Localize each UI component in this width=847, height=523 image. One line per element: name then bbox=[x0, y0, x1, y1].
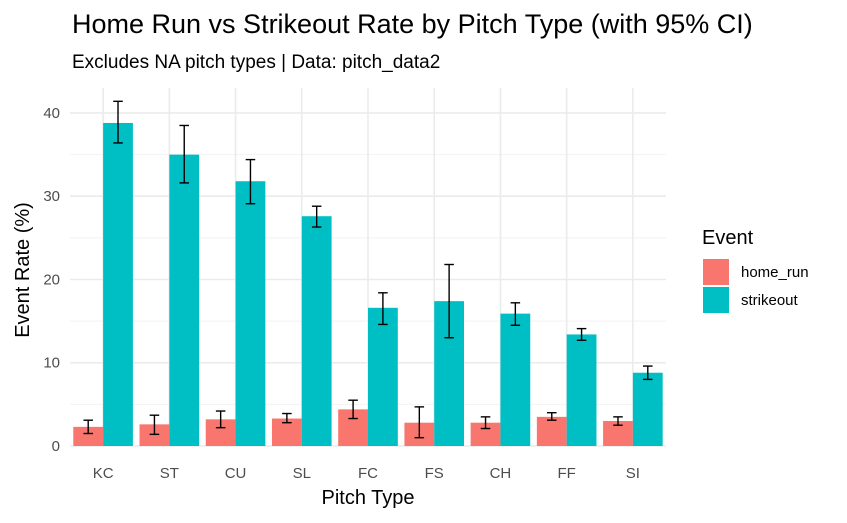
legend: Event home_run strikeout bbox=[702, 227, 809, 313]
bar-strikeout-SI bbox=[632, 372, 663, 446]
bar-home_run-FF bbox=[536, 416, 567, 446]
error-bar-strikeout-FF bbox=[576, 327, 587, 341]
legend-label-strikeout: strikeout bbox=[741, 292, 799, 309]
x-tick-label: FF bbox=[558, 465, 576, 482]
error-bar-home_run-SI bbox=[613, 416, 623, 426]
x-tick-label: FS bbox=[425, 465, 444, 482]
y-tick-label: 30 bbox=[43, 188, 60, 205]
error-bar-strikeout-SL bbox=[311, 205, 322, 228]
y-tick-label: 10 bbox=[43, 355, 60, 372]
error-bar-strikeout-CU bbox=[245, 158, 256, 205]
legend-key-strikeout bbox=[703, 287, 729, 313]
error-bar-strikeout-FS bbox=[444, 263, 454, 339]
x-tick-label: ST bbox=[160, 465, 179, 482]
x-tick-label: KC bbox=[93, 465, 114, 482]
bar-strikeout-FF bbox=[566, 334, 597, 446]
bar-strikeout-SL bbox=[301, 216, 332, 446]
bar-strikeout-FC bbox=[368, 307, 398, 446]
error-bar-home_run-FF bbox=[546, 411, 557, 421]
x-tick-label: SL bbox=[293, 465, 311, 482]
y-tick-label: 0 bbox=[52, 438, 60, 455]
legend-label-home_run: home_run bbox=[741, 264, 809, 281]
error-bar-home_run-KC bbox=[83, 419, 93, 435]
x-tick-label: FC bbox=[358, 465, 378, 482]
error-bar-strikeout-FC bbox=[378, 292, 388, 326]
error-bar-strikeout-KC bbox=[113, 100, 123, 144]
y-axis-title: Event Rate (%) bbox=[12, 202, 34, 338]
y-axis-ticks: 0 10 20 30 40 bbox=[43, 105, 60, 455]
bar-strikeout-CU bbox=[235, 181, 266, 446]
bar-strikeout-KC bbox=[103, 122, 133, 447]
bar-home_run-KC bbox=[73, 426, 104, 446]
x-tick-label: CH bbox=[490, 465, 512, 482]
bar-strikeout-CH bbox=[500, 313, 531, 446]
error-bar-home_run-SL bbox=[282, 412, 292, 424]
x-tick-label: CU bbox=[225, 465, 247, 482]
error-bars bbox=[83, 100, 653, 439]
legend-title: Event bbox=[702, 227, 754, 249]
x-axis-title: Pitch Type bbox=[321, 487, 414, 509]
chart-subtitle: Excludes NA pitch types | Data: pitch_da… bbox=[72, 52, 440, 73]
error-bar-home_run-FS bbox=[414, 406, 425, 439]
y-tick-label: 20 bbox=[43, 271, 60, 288]
error-bar-strikeout-SI bbox=[643, 365, 653, 381]
error-bar-strikeout-CH bbox=[510, 302, 521, 326]
error-bar-home_run-CH bbox=[480, 416, 491, 430]
y-tick-label: 40 bbox=[43, 105, 60, 122]
error-bar-strikeout-ST bbox=[179, 124, 190, 184]
chart-title: Home Run vs Strikeout Rate by Pitch Type… bbox=[72, 9, 753, 39]
bar-home_run-ST bbox=[139, 424, 170, 446]
error-bar-home_run-CU bbox=[215, 410, 226, 429]
error-bar-home_run-FC bbox=[348, 399, 358, 420]
bar-strikeout-ST bbox=[169, 154, 200, 446]
x-axis-ticks: KC ST CU SL FC FS CH FF SI bbox=[93, 465, 640, 482]
bar-home_run-CH bbox=[470, 422, 501, 446]
legend-key-home_run bbox=[703, 259, 729, 285]
x-tick-label: SI bbox=[626, 465, 640, 482]
error-bar-home_run-ST bbox=[149, 414, 160, 436]
